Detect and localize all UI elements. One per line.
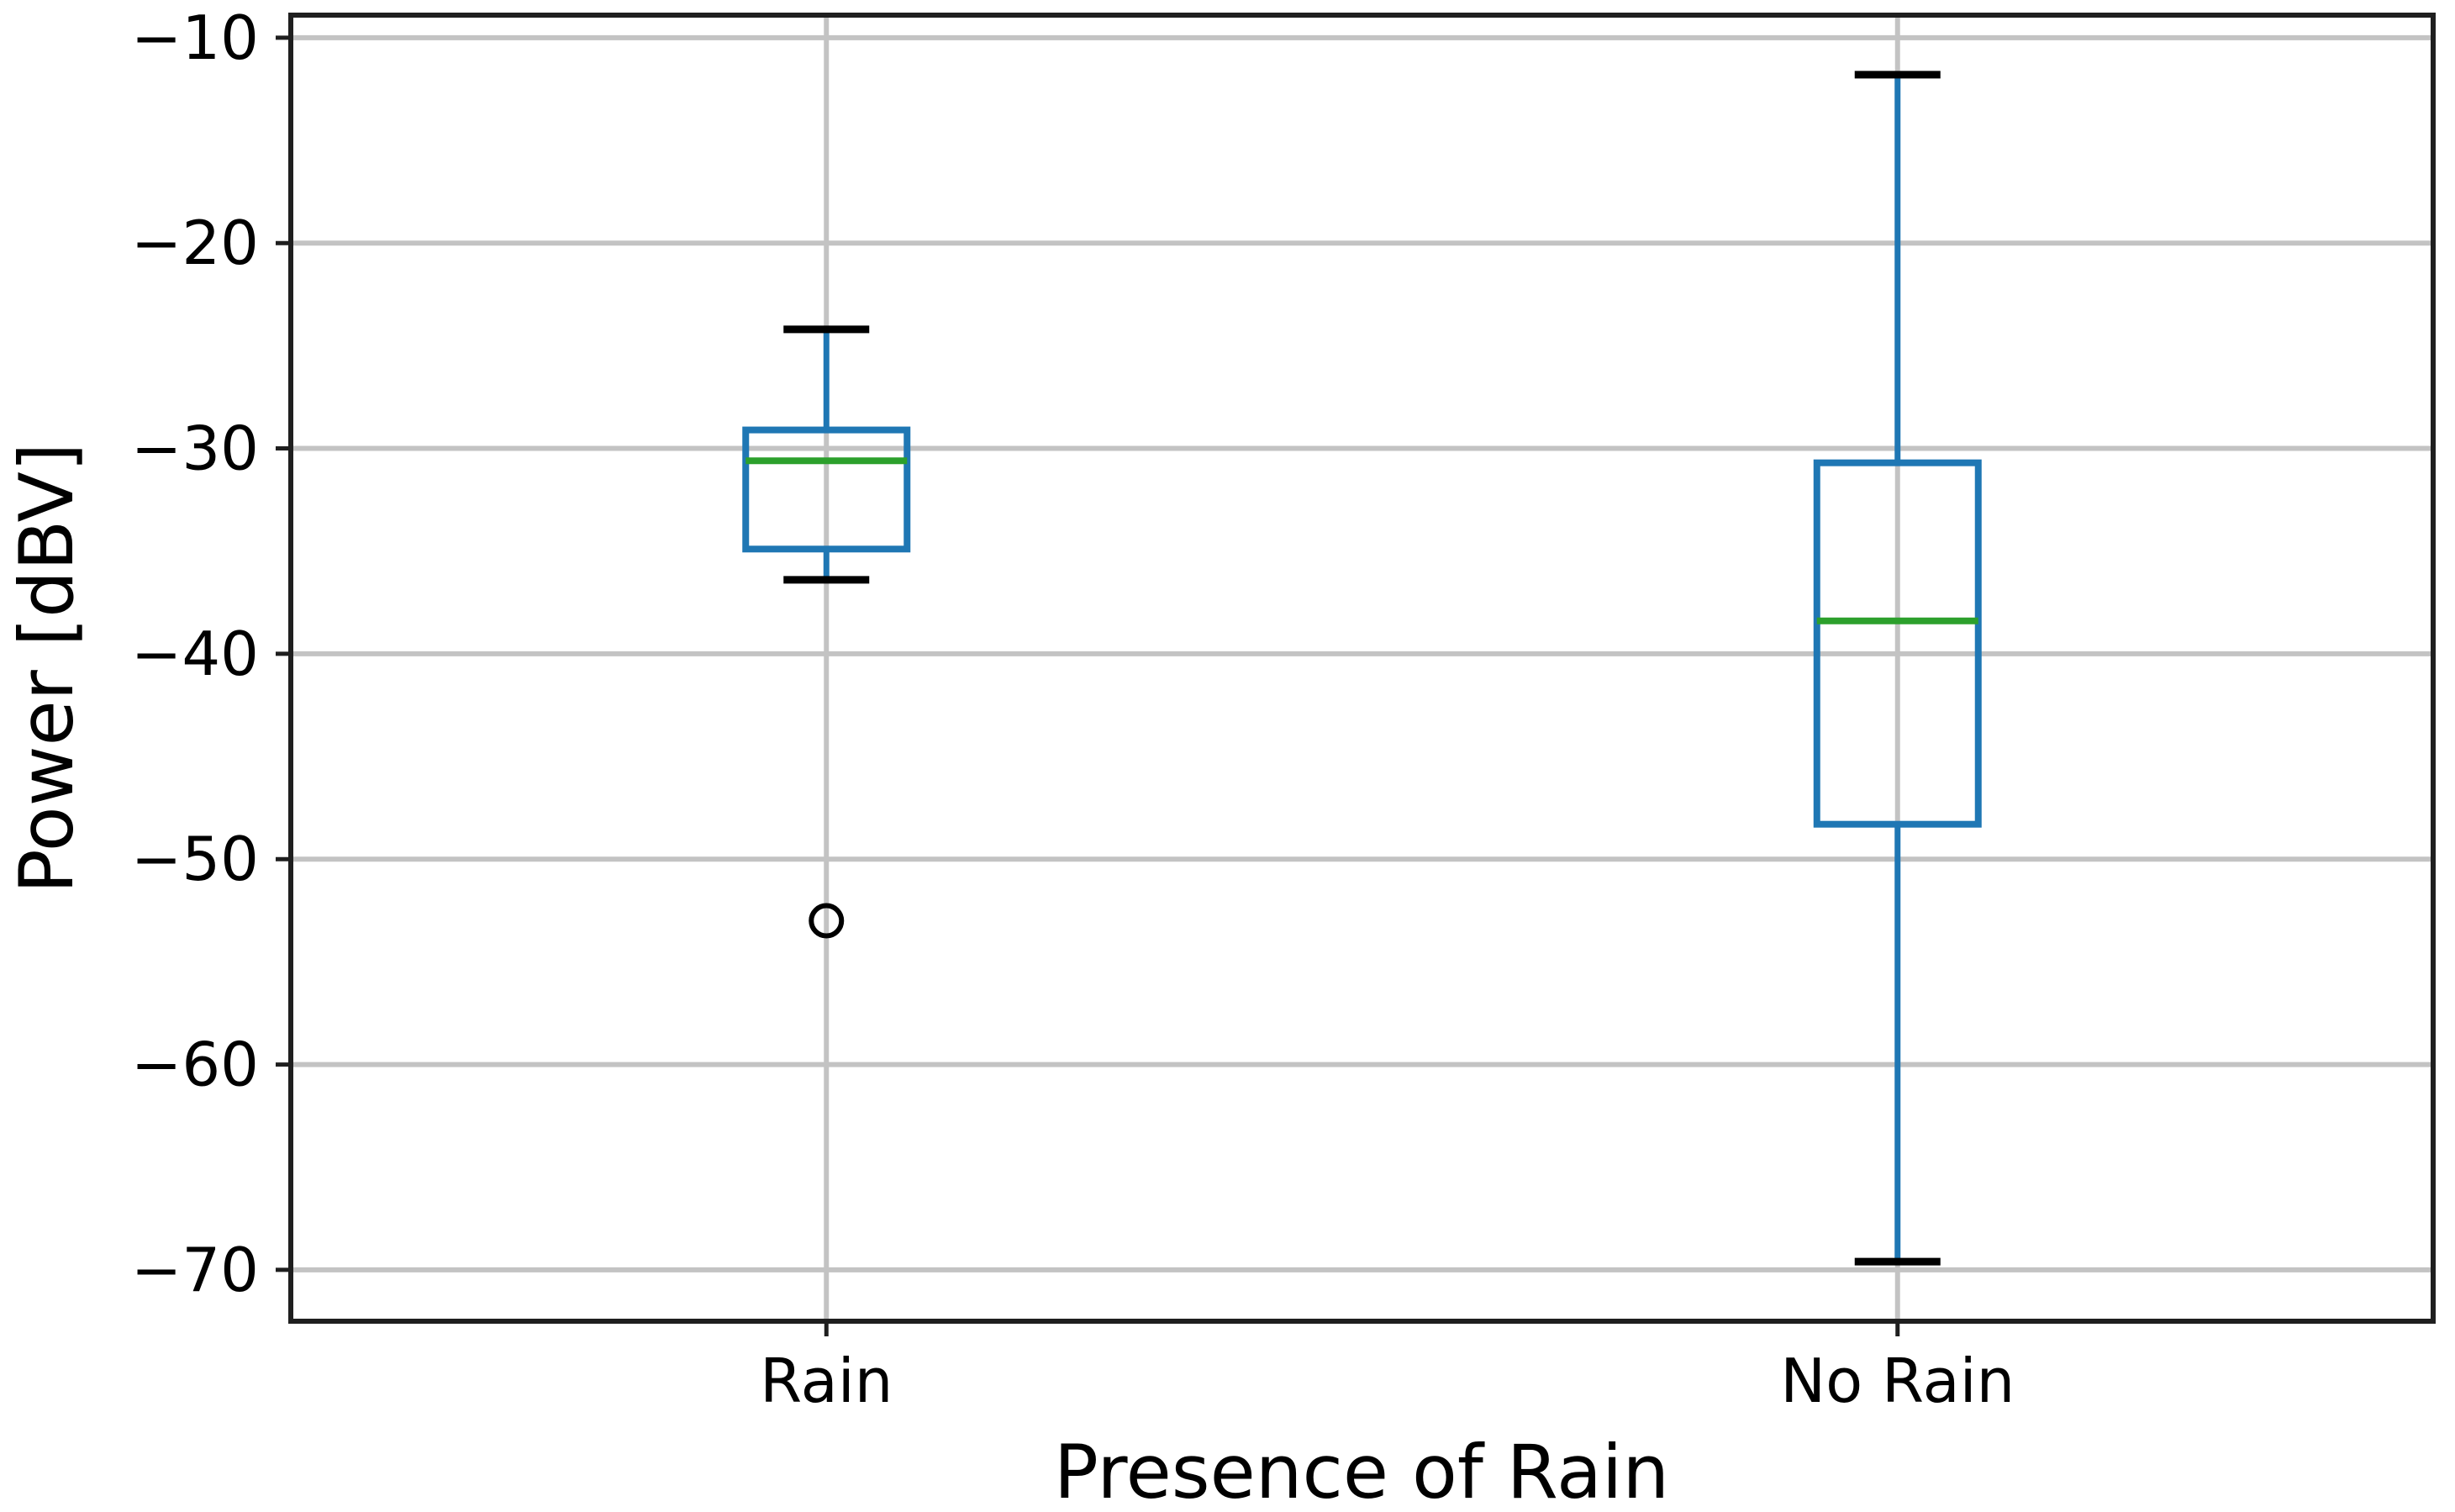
box-no-rain xyxy=(1813,459,1982,828)
box-rain xyxy=(742,426,911,553)
plot-border xyxy=(288,13,2436,1324)
box-layer xyxy=(742,71,1982,1266)
tick-labels: −10 −20 −30 −40 −50 −60 −70 Rain No Rain xyxy=(131,3,2015,1416)
y-tick-label: −40 xyxy=(131,619,259,689)
x-tick-label: Rain xyxy=(760,1346,893,1416)
y-tick-label: −10 xyxy=(131,3,259,73)
y-tick-label: −70 xyxy=(131,1235,259,1305)
tick-marks xyxy=(276,35,1900,1336)
y-tick-label: −30 xyxy=(131,414,259,484)
x-tick-label: No Rain xyxy=(1780,1346,2015,1416)
y-tick-label: −50 xyxy=(131,824,259,894)
y-tick-label: −20 xyxy=(131,208,259,278)
x-axis-label: Presence of Rain xyxy=(1054,1429,1669,1512)
outlier-rain xyxy=(809,903,845,939)
grid-layer xyxy=(291,15,2433,1321)
axes-spines xyxy=(288,13,2436,1324)
y-tick-label: −60 xyxy=(131,1030,259,1100)
y-axis-label: Power [dBV] xyxy=(3,443,90,893)
